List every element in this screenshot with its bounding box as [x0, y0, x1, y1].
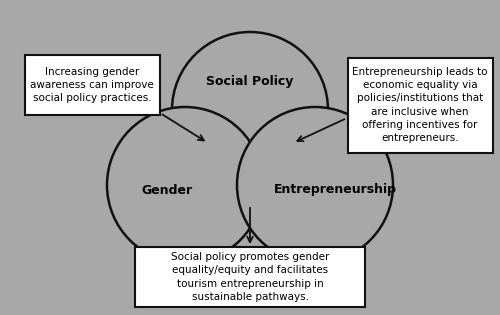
- Circle shape: [237, 107, 393, 263]
- Text: Gender: Gender: [142, 184, 192, 197]
- Text: Entrepreneurship: Entrepreneurship: [274, 184, 396, 197]
- Text: Increasing gender
awareness can improve
social policy practices.: Increasing gender awareness can improve …: [30, 67, 154, 103]
- Circle shape: [172, 32, 328, 188]
- Circle shape: [107, 107, 263, 263]
- FancyBboxPatch shape: [135, 247, 365, 307]
- Text: Social Policy: Social Policy: [206, 76, 294, 89]
- Text: Social policy promotes gender
equality/equity and facilitates
tourism entreprene: Social policy promotes gender equality/e…: [171, 252, 329, 302]
- FancyBboxPatch shape: [24, 55, 160, 115]
- Text: Entrepreneurship leads to
economic equality via
policies/institutions that
are i: Entrepreneurship leads to economic equal…: [352, 67, 488, 143]
- FancyBboxPatch shape: [348, 58, 492, 152]
